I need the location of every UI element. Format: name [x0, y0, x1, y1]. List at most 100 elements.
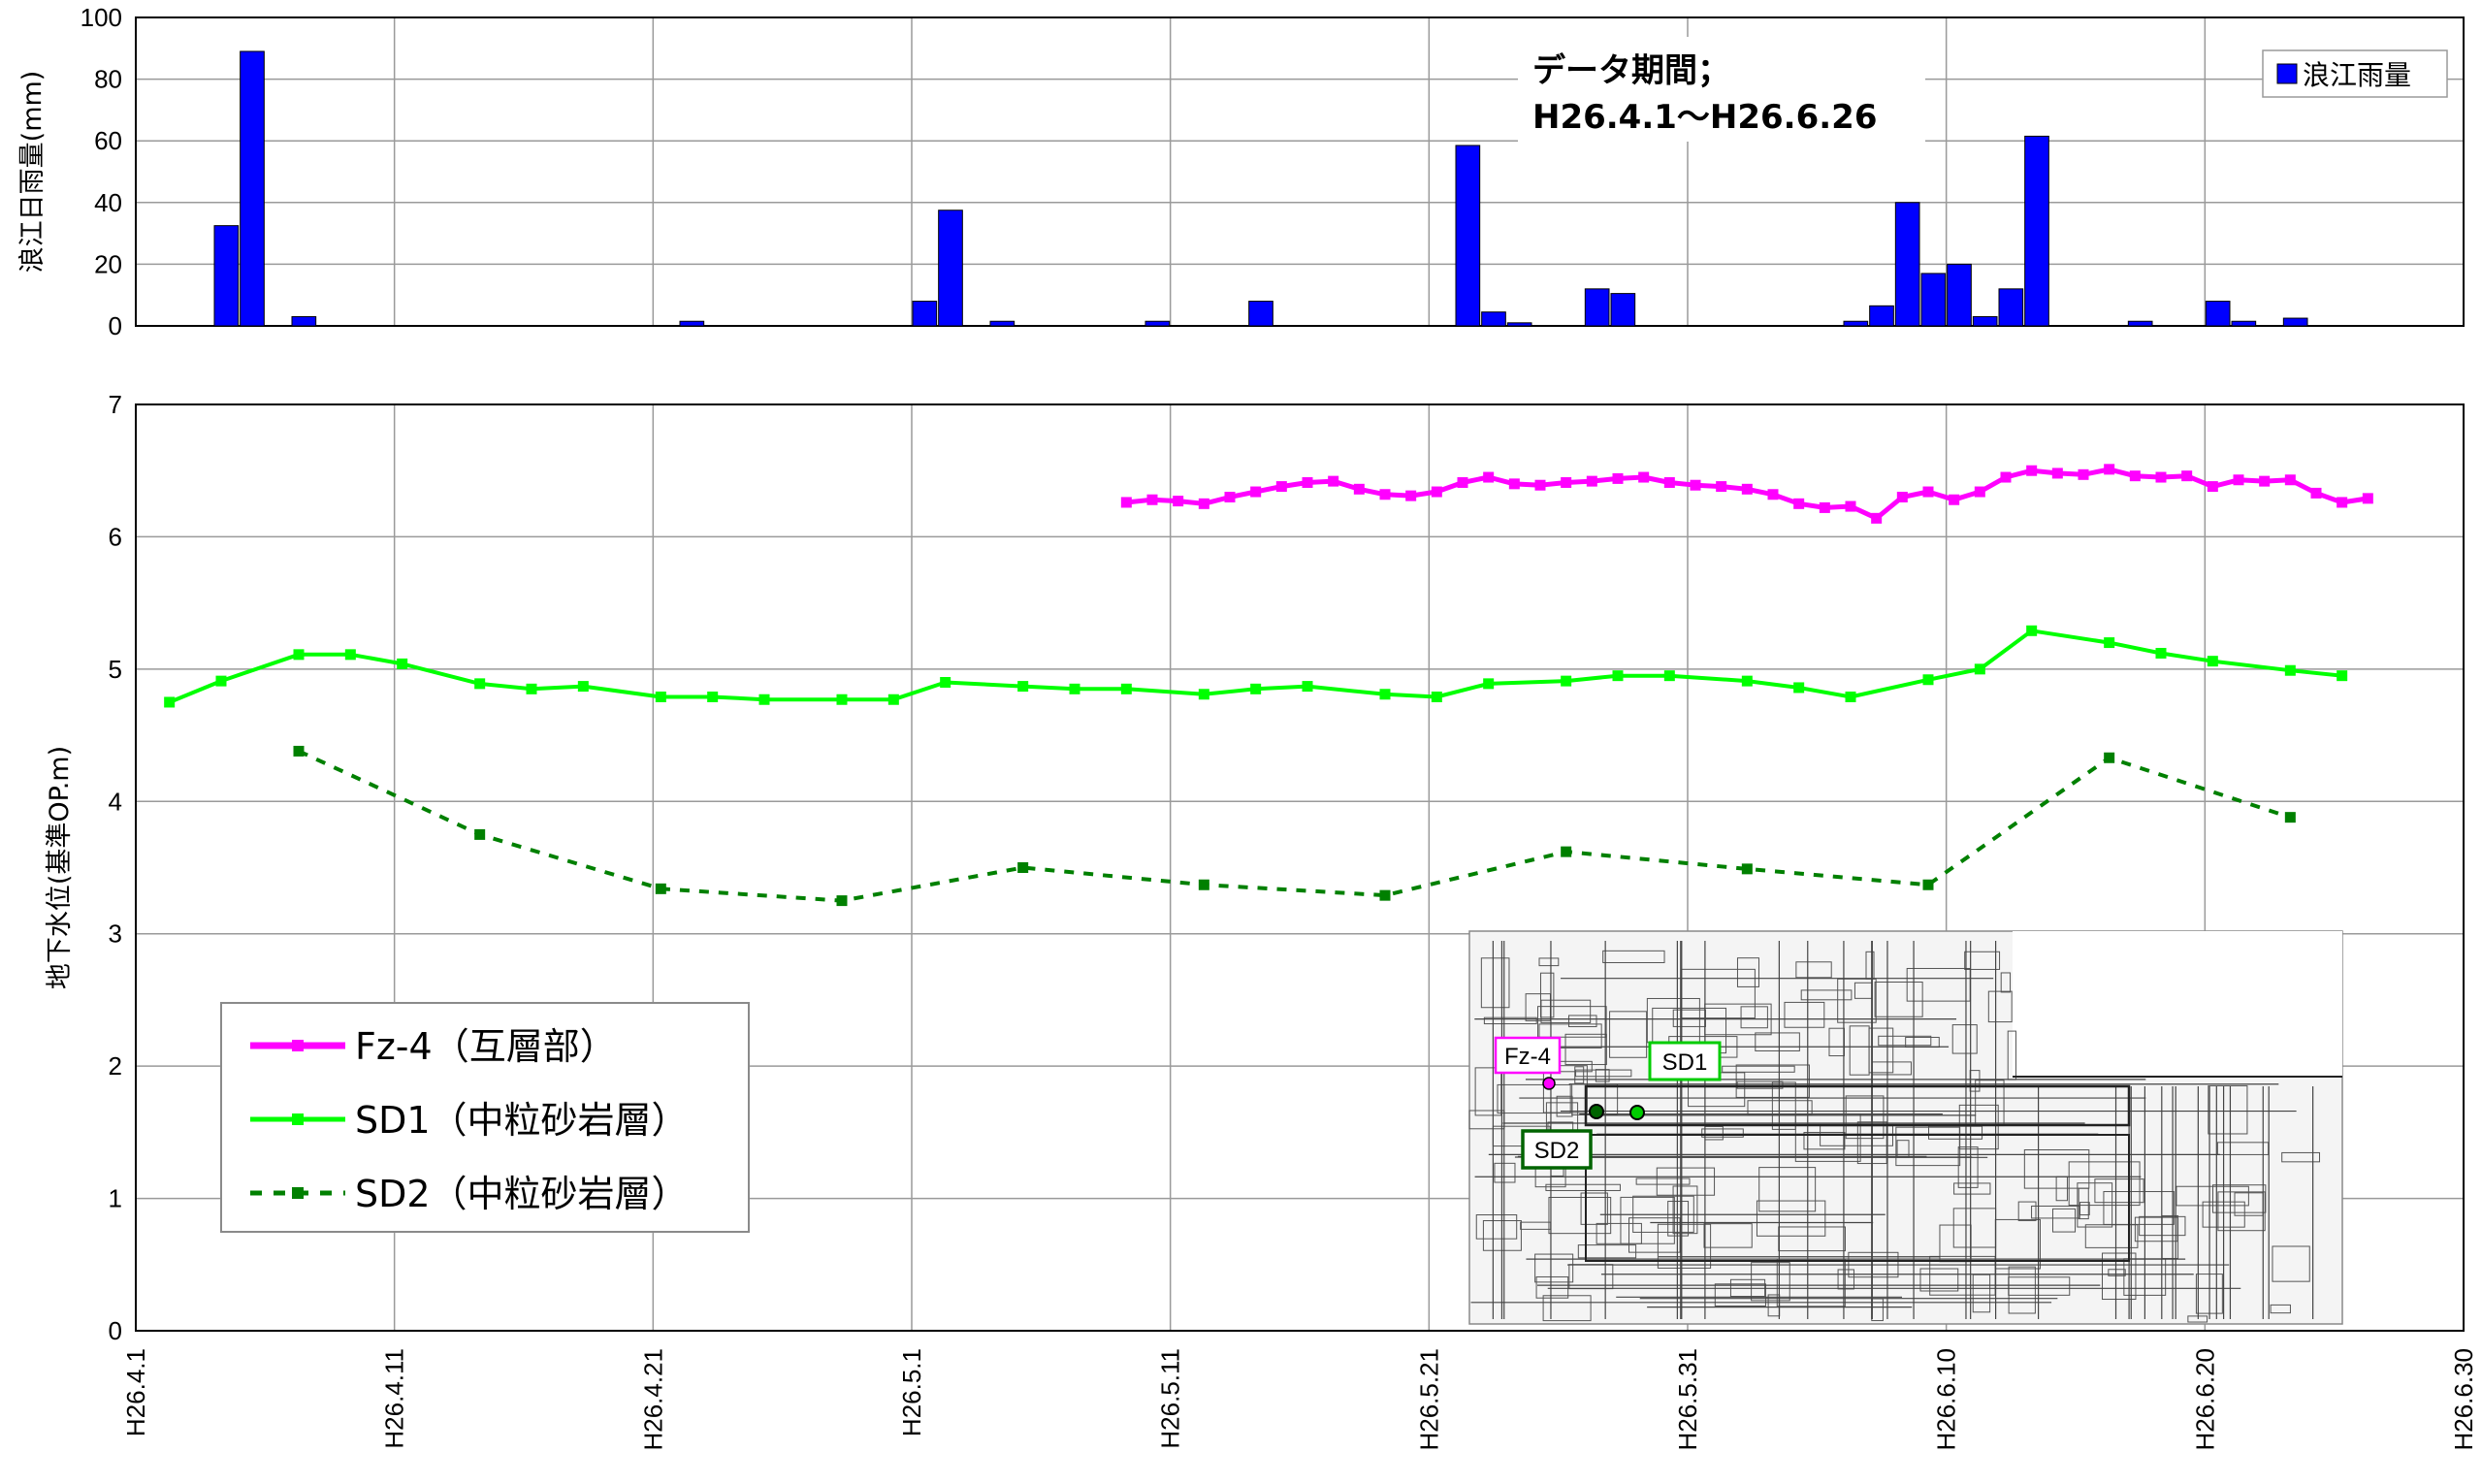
- data-period-note: データ期間； H26.4.1～H26.6.26: [1518, 37, 1925, 142]
- rain-bar: [912, 301, 938, 327]
- map-point-sd1: [1629, 1105, 1645, 1120]
- map-building: [1595, 1069, 1610, 1082]
- series-marker-2: [215, 675, 227, 687]
- rain-bar: [1894, 202, 1920, 327]
- series-marker-1: [1173, 496, 1184, 507]
- series-marker-1: [1250, 486, 1262, 498]
- rain-ytick-label: 0: [109, 311, 122, 340]
- map-building: [2134, 1216, 2178, 1242]
- map-label-sd1-text: SD1: [1662, 1049, 1708, 1076]
- series-marker-1: [2284, 474, 2296, 486]
- map-building: [1568, 1015, 1597, 1028]
- map-building: [2187, 1315, 2208, 1323]
- gw-ytick-label: 5: [109, 655, 122, 684]
- series-marker-3: [655, 883, 666, 894]
- map-building: [2017, 1201, 2037, 1221]
- series-marker-1: [2259, 475, 2271, 487]
- map-building: [2217, 1191, 2266, 1232]
- series-marker-1: [2129, 470, 2141, 482]
- rain-bar: [1920, 273, 1947, 327]
- rain-chart-axis: 0 20 40 60 80 100 浪江日雨量(mm) データ期間； H26.4.1～H26.6…: [17, 3, 2448, 340]
- groundwater-chart-axis: 0 1 2 3 4 5 6 7 地下水位(基準OP.m) H26.4.1 H26.4.11 H26.4…: [45, 390, 2478, 1451]
- series-marker-1: [2233, 474, 2244, 486]
- gw-ytick-label: 7: [109, 390, 122, 419]
- series-marker-2: [940, 677, 951, 688]
- map-building: [1537, 1006, 1607, 1038]
- data-period-note-box: [1518, 37, 1925, 142]
- series-marker-1: [1896, 492, 1908, 502]
- series-marker-2: [1379, 689, 1391, 700]
- series-marker-3: [293, 745, 305, 757]
- groundwater-chart-lines: [164, 464, 2373, 907]
- gw-legend-marker-3: [292, 1187, 304, 1199]
- map-building: [1795, 961, 1832, 979]
- map-building: [1556, 1095, 1573, 1117]
- gw-xtick-label: H26.5.1: [897, 1348, 926, 1436]
- rain-bar: [1843, 320, 1869, 327]
- series-marker-3: [1741, 863, 1753, 875]
- series-marker-1: [1120, 497, 1132, 508]
- rain-bar: [989, 320, 1015, 327]
- map-building: [1538, 957, 1560, 967]
- series-marker-1: [1974, 486, 1985, 498]
- series-marker-2: [1302, 681, 1313, 693]
- gw-ytick-label: 1: [109, 1184, 122, 1213]
- rain-plot-frame: [135, 16, 2465, 327]
- rain-bar: [1506, 322, 1532, 327]
- rain-bar: [291, 315, 317, 327]
- series-marker-1: [1508, 478, 1520, 490]
- rain-legend-label: 浪江雨量: [2303, 59, 2411, 91]
- series-marker-2: [1974, 663, 1985, 675]
- rain-ytick-label: 80: [94, 65, 122, 94]
- series-marker-1: [1716, 481, 1727, 493]
- series-marker-1: [1690, 479, 1701, 491]
- map-building: [2272, 1245, 2310, 1282]
- map-point-fz4: [1542, 1077, 1556, 1090]
- series-marker-1: [1328, 475, 1339, 487]
- map-building: [1474, 1067, 1502, 1116]
- series-marker-2: [344, 649, 356, 661]
- series-marker-1: [2026, 465, 2038, 476]
- series-marker-2: [1431, 692, 1442, 703]
- series-marker-2: [758, 694, 770, 705]
- series-marker-2: [1017, 681, 1029, 693]
- series-marker-2: [707, 692, 719, 703]
- map-building: [1542, 1065, 1588, 1113]
- map-building: [1548, 1196, 1612, 1235]
- gw-ytick-label: 4: [109, 787, 122, 816]
- series-marker-3: [1922, 879, 1934, 890]
- series-marker-2: [164, 696, 176, 708]
- series-marker-1: [1741, 483, 1753, 495]
- series-marker-2: [2026, 625, 2038, 636]
- map-building: [1620, 1196, 1675, 1244]
- rain-chart-grid: [135, 16, 2465, 327]
- map-building: [1575, 1069, 1632, 1078]
- map-label-sd1-box: [1648, 1041, 1722, 1081]
- rain-bar: [1610, 293, 1636, 327]
- rain-bar: [938, 210, 963, 327]
- map-building: [1497, 1083, 1571, 1114]
- map-building: [2108, 1269, 2126, 1276]
- series-marker-3: [2284, 812, 2296, 823]
- data-period-note-line1: データ期間；: [1532, 51, 1730, 90]
- series-marker-2: [1845, 692, 1856, 703]
- series-marker-1: [1949, 494, 1960, 505]
- series-marker-2: [1120, 683, 1132, 694]
- series-marker-1: [2310, 487, 2322, 499]
- map-building: [1755, 1032, 1800, 1051]
- rain-bar: [2205, 301, 2231, 327]
- map-building: [2023, 1148, 2090, 1189]
- map-building: [1480, 957, 1510, 1009]
- series-marker-2: [1922, 674, 1934, 686]
- series-marker-2: [397, 658, 408, 669]
- rain-bar: [679, 320, 705, 327]
- series-marker-1: [1353, 483, 1365, 495]
- rain-ylabel: 浪江日雨量(mm): [17, 71, 48, 274]
- series-marker-2: [1793, 682, 1805, 694]
- map-building: [1542, 1295, 1592, 1322]
- gw-xtick-label: H26.5.31: [1673, 1348, 1702, 1451]
- rain-bar: [1248, 301, 1273, 327]
- map-building: [1800, 989, 1853, 1001]
- gw-xtick-label: H26.4.11: [380, 1348, 409, 1449]
- map-building: [1778, 1226, 1846, 1252]
